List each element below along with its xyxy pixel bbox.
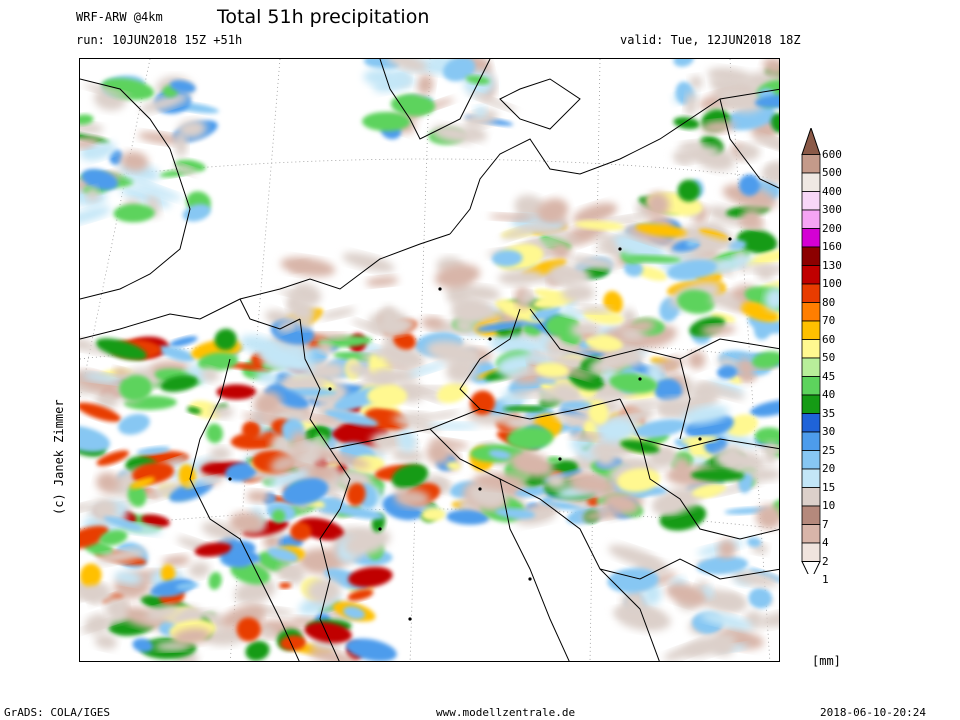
legend-tick-label: 70 [822,314,836,327]
map-canvas [80,59,779,661]
graticule [80,59,779,661]
legend-swatch [801,524,821,544]
legend-swatch [801,450,821,470]
legend-tick-label: 130 [822,258,842,272]
legend-tick-label: 40 [822,388,836,401]
borders [80,59,779,661]
legend-swatch [801,283,821,303]
legend-tick-label: 50 [822,351,836,364]
city-marker [378,527,382,531]
valid-time-label: valid: Tue, 12JUN2018 18Z [620,33,801,47]
legend-swatch [801,172,821,192]
legend-tick-label: 80 [822,295,836,309]
city-marker [728,237,732,241]
legend-tick-label: 20 [822,462,836,475]
legend-swatch [801,128,821,155]
legend-swatch [801,320,821,340]
legend-tick-label: 10 [822,499,836,512]
city-marker [408,617,412,621]
legend-tick-label: 600 [822,147,842,161]
legend-tick-label: 4 [822,536,829,549]
legend-tick-label: 60 [822,332,836,346]
city-markers [228,237,732,621]
legend-swatch [801,561,821,574]
legend-tick-label: 1 [822,573,829,586]
legend-tick-label: 25 [822,443,836,457]
legend-tick-label: 300 [822,203,842,216]
legend-swatch [801,505,821,525]
legend-swatch [801,413,821,433]
legend-swatch [801,191,821,211]
color-scale-bar [801,128,821,574]
legend-swatch [801,228,821,248]
city-marker [478,487,482,491]
city-marker [558,457,562,461]
legend-tick-label: 100 [822,277,842,290]
precipitation-field [80,59,779,661]
legend-swatch [801,468,821,488]
city-marker [528,577,532,581]
legend-swatch [801,376,821,396]
legend-swatch [801,209,821,229]
legend-swatch [801,339,821,359]
legend-tick-label: 400 [822,184,842,198]
legend-swatch [801,487,821,507]
legend-tick-label: 2 [822,554,829,568]
legend-tick-label: 35 [822,406,836,420]
legend-tick-label: 160 [822,240,842,253]
legend-swatch [801,431,821,451]
legend-swatch [801,265,821,285]
author-credit: (c) Janek Zimmer [52,399,66,515]
footer-timestamp: 2018-06-10-20:24 [820,706,926,719]
legend-swatch [801,357,821,377]
city-marker [438,287,442,291]
legend-swatch [801,542,821,562]
legend-tick-label: 15 [822,480,836,494]
footer-website: www.modellzentrale.de [436,706,576,719]
city-marker [618,247,622,251]
legend-tick-label: 200 [822,221,842,235]
legend-tick-label: 30 [822,425,836,438]
city-marker [638,377,642,381]
legend-swatch [801,302,821,322]
chart-title: Total 51h precipitation [217,6,430,28]
legend-swatch [801,246,821,266]
legend-tick-label: 45 [822,369,836,383]
unit-label: [mm] [812,654,841,668]
legend-tick-label: 7 [822,517,829,531]
model-label: WRF-ARW @4km [76,10,163,24]
city-marker [328,387,332,391]
legend-tick-label: 500 [822,166,842,179]
legend-swatch [801,394,821,414]
city-marker [698,437,702,441]
run-label: run: 10JUN2018 15Z +51h [76,33,243,47]
city-marker [488,337,492,341]
footer-grads: GrADS: COLA/IGES [4,706,110,719]
legend-swatch [801,154,821,174]
city-marker [228,477,232,481]
precipitation-map [79,58,780,662]
